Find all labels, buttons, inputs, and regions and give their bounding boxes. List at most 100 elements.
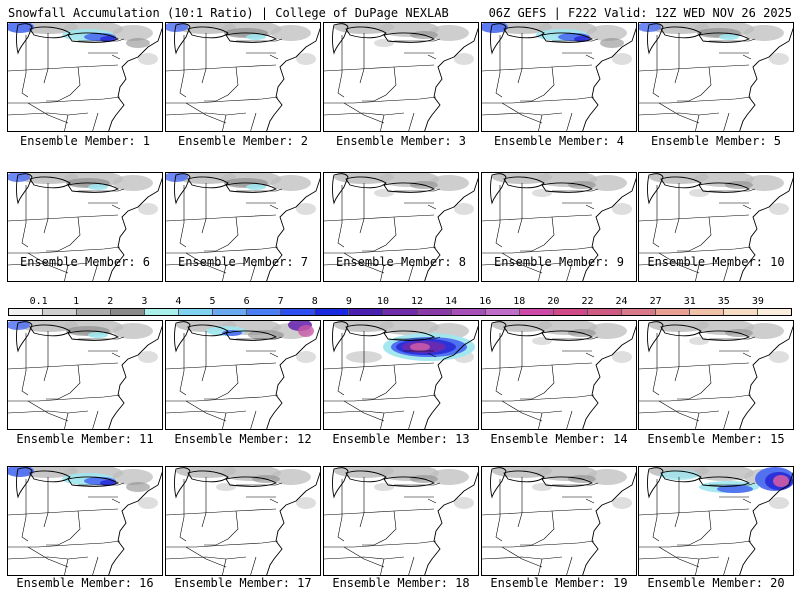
ensemble-member-label: Ensemble Member: 15	[647, 432, 785, 446]
snowfall-map	[639, 321, 793, 429]
snowfall-map	[166, 173, 320, 281]
ensemble-map-panel	[638, 320, 794, 430]
colorbar-level-label: 0.1	[29, 296, 48, 307]
colorbar-swatch	[723, 309, 759, 315]
colorbar-swatch	[281, 309, 316, 315]
colorbar-level-label: 22	[581, 296, 594, 307]
ensemble-member-label: Ensemble Member: 13	[332, 432, 470, 446]
colorbar-swatch	[553, 309, 588, 315]
snowfall-map	[166, 467, 320, 575]
colorbar-swatch	[43, 309, 78, 315]
product-title: Snowfall Accumulation (10:1 Ratio) | Col…	[8, 6, 449, 20]
ensemble-map-panel	[323, 466, 479, 576]
ensemble-member-label: Ensemble Member: 18	[332, 576, 470, 590]
ensemble-member-label: Ensemble Member: 7	[177, 255, 309, 269]
colorbar-level-label: 35	[717, 296, 730, 307]
ensemble-member-label: Ensemble Member: 2	[177, 134, 309, 148]
ensemble-member-label: Ensemble Member: 5	[650, 134, 782, 148]
ensemble-member-label: Ensemble Member: 11	[16, 432, 154, 446]
ensemble-map-panel	[481, 320, 637, 430]
ensemble-member-label: Ensemble Member: 16	[16, 576, 154, 590]
colorbar-swatch	[383, 309, 418, 315]
colorbar-swatch	[315, 309, 350, 315]
colorbar-swatch	[519, 309, 554, 315]
colorbar-level-label: 12	[411, 296, 424, 307]
ensemble-map-panel	[638, 22, 794, 132]
colorbar-swatch	[587, 309, 622, 315]
ensemble-member-label: Ensemble Member: 6	[19, 255, 151, 269]
ensemble-map-panel	[323, 320, 479, 430]
colorbar-swatch	[111, 309, 146, 315]
colorbar-level-label: 3	[141, 296, 148, 307]
ensemble-map-panel	[323, 172, 479, 282]
ensemble-member-label: Ensemble Member: 17	[174, 576, 312, 590]
colorbar-level-label: 4	[175, 296, 182, 307]
colorbar-swatch	[485, 309, 520, 315]
ensemble-map-panel	[481, 172, 637, 282]
run-valid-time: 06Z GEFS | F222 Valid: 12Z WED NOV 26 20…	[488, 6, 792, 20]
ensemble-member-label: Ensemble Member: 10	[647, 255, 785, 269]
colorbar-level-label: 31	[683, 296, 696, 307]
colorbar-swatch	[621, 309, 656, 315]
colorbar-swatches	[8, 308, 792, 316]
ensemble-member-label: Ensemble Member: 1	[19, 134, 151, 148]
snowfall-map	[166, 321, 320, 429]
snowfall-map	[324, 321, 478, 429]
colorbar-level-label: 10	[376, 296, 389, 307]
colorbar-swatch	[213, 309, 248, 315]
ensemble-member-label: Ensemble Member: 14	[490, 432, 628, 446]
ensemble-map-panel	[481, 22, 637, 132]
colorbar-level-label: 8	[311, 296, 318, 307]
snowfall-map	[324, 23, 478, 131]
colorbar-level-label: 16	[479, 296, 492, 307]
colorbar-level-label: 9	[345, 296, 352, 307]
colorbar-level-label: 27	[649, 296, 662, 307]
colorbar-level-label: 5	[209, 296, 216, 307]
ensemble-map-panel	[7, 320, 163, 430]
colorbar-swatch	[77, 309, 112, 315]
ensemble-member-label: Ensemble Member: 19	[490, 576, 628, 590]
ensemble-map-panel	[7, 172, 163, 282]
colorbar-labels: 0.1 1 2 3 4 5 6 7 8 9 10 12 14 16 18 20 22 24 27 31 35 39	[8, 296, 792, 308]
ensemble-member-label: Ensemble Member: 4	[493, 134, 625, 148]
colorbar-swatch	[9, 309, 44, 315]
colorbar-level-label: 6	[243, 296, 250, 307]
ensemble-map-panel	[638, 172, 794, 282]
colorbar-swatch	[758, 309, 792, 315]
colorbar-level-label: 7	[277, 296, 284, 307]
ensemble-member-label: Ensemble Member: 12	[174, 432, 312, 446]
snowfall-map	[639, 23, 793, 131]
snowfall-map	[8, 467, 162, 575]
colorbar-level-label: 1	[73, 296, 80, 307]
ensemble-member-label: Ensemble Member: 20	[647, 576, 785, 590]
colorbar-level-label: 20	[547, 296, 560, 307]
colorbar-swatch	[247, 309, 282, 315]
snowfall-map	[8, 23, 162, 131]
snowfall-map	[482, 321, 636, 429]
ensemble-member-label: Ensemble Member: 8	[335, 255, 467, 269]
colorbar-swatch	[179, 309, 214, 315]
ensemble-member-label: Ensemble Member: 3	[335, 134, 467, 148]
snowfall-map	[324, 467, 478, 575]
snowfall-map	[482, 467, 636, 575]
colorbar-swatch	[655, 309, 690, 315]
ensemble-map-panel	[165, 22, 321, 132]
snowfall-map	[639, 173, 793, 281]
colorbar-swatch	[417, 309, 452, 315]
ensemble-map-panel	[7, 22, 163, 132]
colorbar-level-label: 18	[513, 296, 526, 307]
snowfall-map	[324, 173, 478, 281]
ensemble-map-panel	[7, 466, 163, 576]
colorbar-level-label: 24	[615, 296, 628, 307]
snowfall-map	[166, 23, 320, 131]
ensemble-map-panel	[165, 320, 321, 430]
snowfall-colorbar: 0.1 1 2 3 4 5 6 7 8 9 10 12 14 16 18 20 22 24 27 31 35 39	[8, 296, 792, 320]
snowfall-map	[482, 23, 636, 131]
snowfall-map	[8, 321, 162, 429]
ensemble-map-panel	[481, 466, 637, 576]
colorbar-swatch	[349, 309, 384, 315]
colorbar-level-label: 39	[751, 296, 764, 307]
ensemble-map-panel	[165, 172, 321, 282]
ensemble-map-panel	[165, 466, 321, 576]
colorbar-swatch	[689, 309, 724, 315]
